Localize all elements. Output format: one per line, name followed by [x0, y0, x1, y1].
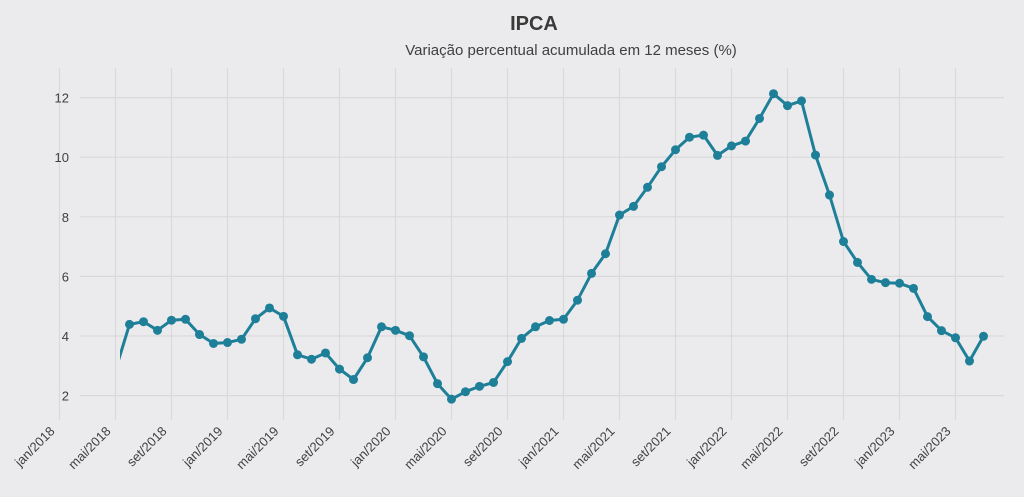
x-tick-label: set/2021 — [628, 424, 674, 470]
data-point — [489, 377, 498, 387]
x-tick-label: set/2020 — [460, 424, 506, 470]
data-point — [181, 314, 190, 324]
x-tick-label: set/2022 — [796, 424, 842, 470]
data-point — [335, 364, 344, 374]
x-tick-label: jan/2020 — [347, 424, 394, 471]
data-point — [979, 331, 988, 341]
data-point — [517, 333, 526, 343]
data-point — [909, 283, 918, 293]
x-tick-label: mai/2019 — [233, 424, 281, 472]
data-point — [783, 101, 792, 111]
data-point — [391, 325, 400, 335]
data-point — [223, 338, 232, 348]
data-point — [363, 353, 372, 363]
x-tick-label: set/2018 — [124, 424, 170, 470]
data-point — [587, 268, 596, 278]
y-axis-ticks: 2 4 6 8 10 12 — [55, 91, 69, 404]
data-point — [433, 379, 442, 389]
data-point — [811, 150, 820, 160]
data-point — [321, 348, 330, 358]
data-point — [895, 278, 904, 288]
x-tick-label: mai/2020 — [401, 424, 449, 472]
data-point — [559, 314, 568, 324]
x-tick-label: mai/2023 — [905, 424, 953, 472]
x-tick-label: mai/2021 — [569, 424, 617, 472]
x-tick-label: jan/2022 — [683, 424, 730, 471]
data-point — [937, 326, 946, 336]
x-tick-label: jan/2021 — [515, 424, 562, 471]
data-point — [699, 130, 708, 140]
data-point — [125, 319, 134, 329]
data-point — [867, 274, 876, 284]
data-point — [251, 314, 260, 324]
data-point — [951, 333, 960, 343]
y-tick-label: 4 — [62, 329, 69, 344]
data-point — [727, 141, 736, 151]
x-tick-label: mai/2018 — [65, 424, 113, 472]
data-point — [923, 312, 932, 322]
data-point — [629, 201, 638, 211]
y-tick-label: 6 — [62, 269, 69, 284]
x-tick-label: jan/2019 — [179, 424, 226, 471]
data-point — [153, 325, 162, 335]
data-point — [965, 356, 974, 366]
data-point — [167, 315, 176, 325]
data-point — [671, 145, 680, 155]
data-point — [685, 132, 694, 142]
data-point — [307, 354, 316, 364]
data-point — [825, 190, 834, 200]
data-point — [797, 96, 806, 106]
data-point — [503, 357, 512, 367]
x-axis-ticks: jan/2018 mai/2018 set/2018 jan/2019 mai/2019… — [11, 424, 954, 472]
data-point — [195, 330, 204, 340]
x-tick-label: mai/2022 — [737, 424, 785, 472]
data-point — [881, 278, 890, 288]
data-point — [377, 322, 386, 332]
data-point — [853, 257, 862, 267]
data-point — [461, 387, 470, 397]
data-point — [601, 249, 610, 259]
data-point — [475, 381, 484, 391]
data-point — [279, 311, 288, 321]
data-point — [265, 303, 274, 313]
data-point — [293, 350, 302, 360]
chart-subtitle: Variação percentual acumulada em 12 mese… — [405, 42, 737, 59]
data-point — [139, 317, 148, 327]
series-line — [120, 92, 985, 401]
y-tick-label: 8 — [62, 210, 69, 225]
data-point — [405, 331, 414, 341]
data-point — [209, 338, 218, 348]
data-point — [755, 113, 764, 123]
data-point — [349, 375, 358, 385]
chart-title: IPCA — [510, 13, 558, 35]
data-point — [657, 162, 666, 172]
x-tick-label: jan/2018 — [11, 424, 58, 471]
data-point — [839, 237, 848, 247]
data-point — [769, 89, 778, 99]
data-point — [643, 182, 652, 192]
grid — [58, 68, 1004, 420]
data-point — [615, 210, 624, 220]
y-tick-label: 10 — [55, 150, 69, 165]
y-tick-label: 2 — [62, 389, 69, 404]
data-point — [237, 334, 246, 344]
x-tick-label: set/2019 — [292, 424, 338, 470]
data-point — [741, 136, 750, 146]
y-tick-label: 12 — [55, 91, 69, 106]
x-tick-label: jan/2023 — [851, 424, 898, 471]
data-point — [545, 316, 554, 326]
data-point — [447, 394, 456, 404]
data-point — [531, 322, 540, 332]
series-ipca — [120, 89, 988, 404]
data-point — [573, 295, 582, 305]
data-point — [713, 150, 722, 160]
data-point — [419, 352, 428, 362]
